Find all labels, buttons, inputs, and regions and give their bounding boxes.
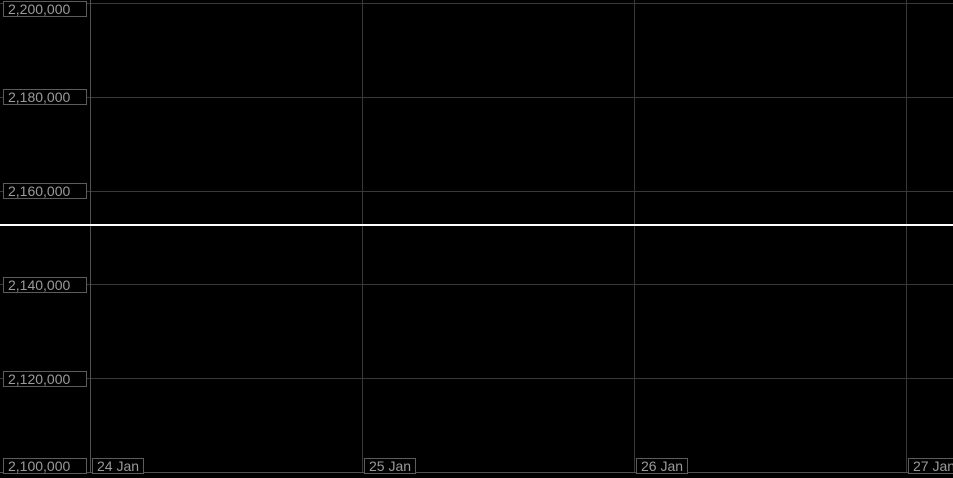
y-axis-label: 2,120,000: [3, 371, 87, 387]
current-price-line: [0, 224, 953, 226]
gridline-horizontal: [0, 3, 953, 4]
gridline-horizontal: [0, 97, 953, 98]
x-axis-line: [0, 472, 953, 473]
gridline-horizontal: [0, 191, 953, 192]
gridline-vertical: [906, 0, 907, 472]
x-axis-label: 26 Jan: [636, 458, 689, 474]
gridline-horizontal: [0, 284, 953, 285]
x-axis-label: 24 Jan: [92, 458, 145, 474]
y-axis-line: [90, 0, 91, 472]
plot-area[interactable]: [90, 0, 953, 472]
x-axis-label: 27 Jan: [908, 458, 953, 474]
y-axis-label: 2,160,000: [3, 183, 87, 199]
gridline-horizontal: [0, 378, 953, 379]
x-axis-label: 25 Jan: [364, 458, 417, 474]
y-axis-label: 2,140,000: [3, 277, 87, 293]
y-axis-label: 2,100,000: [3, 458, 87, 474]
y-axis-label: 2,200,000: [3, 1, 87, 17]
gridline-vertical: [634, 0, 635, 472]
gridline-vertical: [362, 0, 363, 472]
y-axis-label: 2,180,000: [3, 89, 87, 105]
